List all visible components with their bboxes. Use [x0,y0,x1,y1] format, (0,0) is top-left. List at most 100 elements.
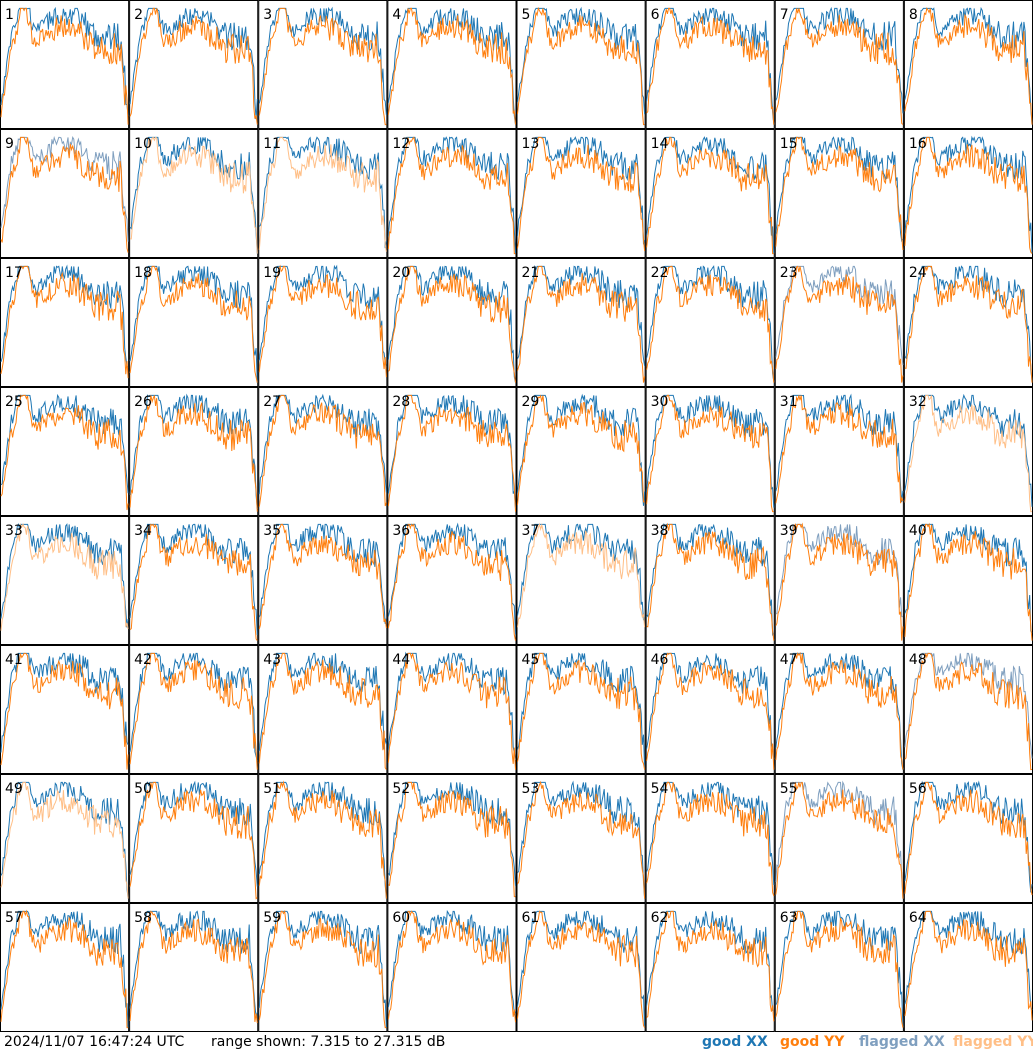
series-yy-line [517,652,646,770]
panel-frame [903,516,1033,645]
panel-label: 40 [909,523,927,539]
panel-label: 5 [522,7,531,23]
panel-frame [258,0,388,129]
panel-label: 1 [5,7,14,23]
panel-label: 31 [780,394,798,410]
panel-label: 26 [134,394,152,410]
panel-label: 7 [780,7,789,23]
series-yy-line [646,136,774,255]
panel-label: 16 [909,136,927,152]
panel-28: 28 [387,387,517,516]
panel-label: 56 [909,781,927,797]
series-yy-line [904,781,1033,896]
panel-62: 62 [645,903,775,1032]
panel-36: 36 [387,516,517,645]
panel-50: 50 [129,774,259,903]
panel-43: 43 [258,645,388,774]
series-yy-line [0,265,129,379]
series-yy-line [517,394,645,506]
series-xx-line [517,910,646,1028]
panel-37: 37 [516,516,646,645]
panel-1: 1 [0,0,130,129]
series-yy-line [775,136,904,251]
series-yy-line [646,910,775,1022]
series-xx-line [387,136,516,254]
legend-good-xx: good XX [702,1034,768,1050]
panel-label: 12 [392,136,410,152]
panel-frame [0,774,130,903]
panel-48: 48 [903,645,1033,774]
panel-label: 17 [5,265,23,281]
series-yy-line [904,7,1033,125]
series-yy-line [775,522,904,641]
series-yy-line [775,8,904,125]
panel-2: 2 [129,0,259,129]
panel-label: 51 [263,781,281,797]
panel-label: 35 [263,523,281,539]
panel-label: 49 [5,781,23,797]
series-xx-line [129,136,258,254]
series-xx-line [0,652,129,753]
panel-label: 47 [780,652,798,668]
series-yy-line [646,394,774,513]
series-yy-line [775,395,904,504]
panel-34: 34 [129,516,259,645]
series-yy-line [646,522,775,641]
panel-frame [516,129,646,258]
series-yy-line [517,522,646,628]
series-yy-line [258,7,387,126]
series-yy-line [517,136,646,251]
panel-61: 61 [516,903,646,1032]
panel-63: 63 [774,903,904,1032]
panel-label: 18 [134,265,152,281]
panel-frame [645,0,775,129]
series-yy-line [130,136,258,254]
series-yy-line [258,264,387,378]
series-yy-line [258,652,387,770]
panel-label: 28 [392,394,410,410]
panel-29: 29 [516,387,646,516]
panel-21: 21 [516,258,646,387]
panel-7: 7 [774,0,904,129]
panel-label: 57 [5,910,23,926]
panel-55: 55 [774,774,904,903]
panel-59: 59 [258,903,388,1032]
panel-frame [645,129,775,258]
panel-32: 32 [903,387,1033,516]
panel-46: 46 [645,645,775,774]
panel-15: 15 [774,129,904,258]
panel-frame [129,0,259,129]
series-xx-line [258,910,387,1028]
series-xx-line [258,781,387,899]
panel-label: 37 [522,523,540,539]
panel-27: 27 [258,387,388,516]
panel-label: 60 [392,910,410,926]
series-yy-line [387,7,516,125]
series-yy-line [387,394,516,512]
panel-label: 50 [134,781,152,797]
series-yy-line [775,910,904,1028]
panel-frame [516,0,646,129]
panel-frame [774,903,904,1032]
panel-58: 58 [129,903,259,1032]
series-yy-line [904,910,1033,1021]
series-xx-line [646,265,775,382]
panel-label: 2 [134,7,143,23]
panel-label: 39 [780,523,798,539]
panel-frame [0,645,130,774]
panel-frame [774,516,904,645]
panel-frame [387,387,517,516]
series-yy-line [775,782,904,899]
panel-frame [903,774,1033,903]
series-xx-line [0,522,129,628]
series-xx-line [775,780,904,899]
panel-label: 4 [392,7,401,23]
series-yy-line [387,652,516,770]
panel-label: 58 [134,910,152,926]
series-yy-line [904,265,1033,383]
panel-8: 8 [903,0,1033,129]
panel-16: 16 [903,129,1033,258]
panel-18: 18 [129,258,259,387]
panel-30: 30 [645,387,775,516]
panel-23: 23 [774,258,904,387]
